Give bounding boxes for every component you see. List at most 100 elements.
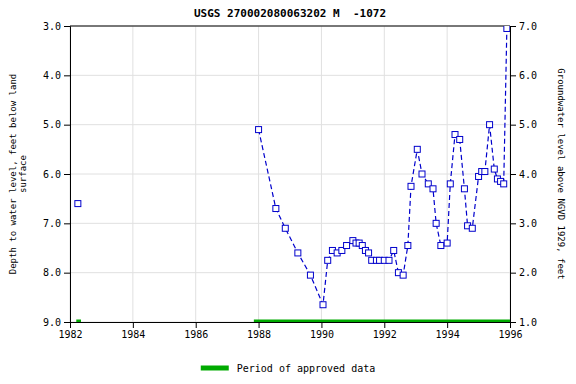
- grid-line-y: [70, 223, 510, 224]
- tick-label: 1994: [436, 329, 460, 340]
- tick: 3.0: [43, 21, 70, 32]
- axis-line: [64, 27, 71, 323]
- tick-label: 2.0: [519, 267, 537, 278]
- grid-line-y: [70, 26, 510, 27]
- title: USGS 270002080063202 M -1072: [194, 7, 386, 20]
- tick: 1994: [436, 322, 460, 340]
- tick: 3.0: [510, 218, 537, 229]
- point: [444, 240, 450, 246]
- tick-mark: [510, 26, 516, 27]
- tick-label: 4.0: [519, 169, 537, 180]
- point: [438, 243, 444, 249]
- tick-mark: [64, 26, 70, 27]
- tick-label: 3.0: [43, 21, 61, 32]
- grid-line-y: [70, 174, 510, 175]
- point: [295, 250, 301, 256]
- point: [419, 171, 425, 177]
- tick: 8.0: [43, 267, 70, 278]
- series-line: [259, 28, 507, 304]
- point: [408, 183, 414, 189]
- point: [501, 181, 507, 187]
- tick-label: 8.0: [43, 267, 61, 278]
- grid-line-y: [70, 124, 510, 125]
- point: [461, 186, 467, 192]
- point: [366, 250, 372, 256]
- tick-label: 1982: [58, 329, 82, 340]
- point: [491, 166, 497, 172]
- tick: 1992: [373, 322, 397, 340]
- tick: 9.0: [43, 317, 70, 328]
- point: [430, 186, 436, 192]
- tick-label: 1992: [373, 329, 397, 340]
- tick-mark: [196, 322, 197, 328]
- point: [282, 225, 288, 231]
- point: [400, 272, 406, 278]
- legend-swatch: [201, 366, 229, 371]
- point: [457, 136, 463, 142]
- plot-area: 1982 1984 1986 1988 1990 1992 1994 1996 3.0 4.0 5.…: [43, 21, 537, 340]
- axis-line: [511, 27, 517, 323]
- tick: 7.0: [43, 218, 70, 229]
- tick-mark: [384, 322, 385, 328]
- point: [344, 243, 350, 249]
- tick: 1990: [310, 322, 334, 340]
- tick-label: 1986: [184, 329, 208, 340]
- point: [504, 26, 510, 31]
- point: [447, 181, 453, 187]
- tick-mark: [510, 273, 516, 274]
- tick-mark: [510, 125, 516, 126]
- tick-label: 1996: [498, 329, 522, 340]
- point: [469, 225, 475, 231]
- tick: 1.0: [510, 317, 537, 328]
- tick-label: 6.0: [43, 169, 61, 180]
- tick-mark: [64, 223, 70, 224]
- tick: 1984: [121, 322, 145, 340]
- tick-label: 5.0: [43, 119, 61, 130]
- point: [482, 169, 488, 175]
- tick: 6.0: [43, 169, 70, 180]
- tick-mark: [259, 322, 260, 328]
- point: [75, 201, 81, 207]
- point: [405, 243, 411, 249]
- tick-label: 3.0: [519, 218, 537, 229]
- y-axis-label: Depth to water level, feet below landsur…: [8, 74, 28, 274]
- tick: 1988: [247, 322, 271, 340]
- tick-label: 7.0: [519, 21, 537, 32]
- tick-label: 1984: [121, 329, 145, 340]
- tick-label: 9.0: [43, 317, 61, 328]
- tick-mark: [510, 75, 516, 76]
- tick: 6.0: [510, 70, 537, 81]
- tick-label: 5.0: [519, 119, 537, 130]
- tick: 7.0: [510, 21, 537, 32]
- point: [414, 146, 420, 152]
- tick: 5.0: [510, 119, 537, 130]
- point: [487, 122, 493, 128]
- point: [307, 272, 313, 278]
- chart: 1982 1984 1986 1988 1990 1992 1994 1996 3.0 4.0 5.…: [0, 0, 576, 384]
- tick-label: 1988: [247, 329, 271, 340]
- legend-label: Period of approved data: [237, 363, 375, 374]
- axis-line: [71, 323, 511, 329]
- point: [391, 247, 397, 253]
- tick-mark: [510, 223, 516, 224]
- tick-label: 1.0: [519, 317, 537, 328]
- grid-line-y: [70, 75, 510, 76]
- point: [386, 257, 392, 263]
- frame-top: [70, 26, 510, 27]
- axis: 1.0 2.0 3.0 4.0 5.0 6.0 7.0: [510, 21, 537, 328]
- tick-mark: [64, 322, 70, 323]
- grid: [70, 26, 510, 322]
- tick-label: 6.0: [519, 70, 537, 81]
- tick-mark: [64, 125, 70, 126]
- tick: 1986: [184, 322, 208, 340]
- point: [273, 206, 279, 212]
- tick: 4.0: [43, 70, 70, 81]
- axis: 3.0 4.0 5.0 6.0 7.0 8.0 9.0: [43, 21, 71, 328]
- legend: Period of approved data: [201, 363, 375, 374]
- tick-mark: [133, 322, 134, 328]
- period-bar: [254, 320, 510, 323]
- tick: 2.0: [510, 267, 537, 278]
- point: [256, 127, 262, 133]
- tick-mark: [64, 174, 70, 175]
- grid-line-y: [70, 272, 510, 273]
